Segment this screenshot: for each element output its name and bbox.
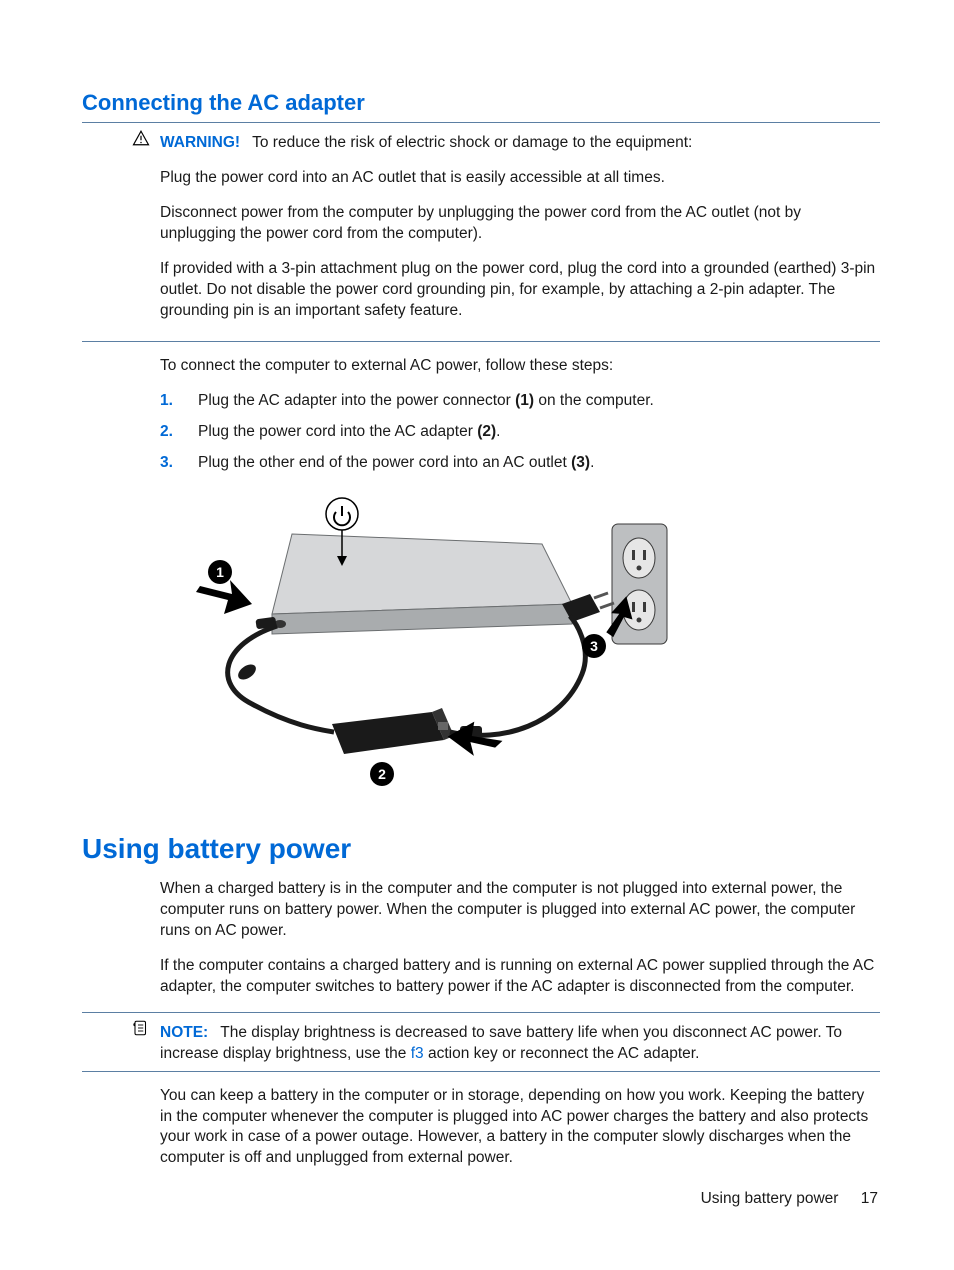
arrow (196, 580, 252, 614)
step-text-pre: Plug the power cord into the AC adapter (198, 423, 477, 440)
arrow (446, 719, 503, 758)
adapter-brick (332, 708, 454, 754)
note-text: NOTE: The display brightness is decrease… (160, 1023, 880, 1065)
note-icon (132, 1019, 150, 1037)
svg-text:1: 1 (216, 564, 224, 580)
svg-text:3: 3 (590, 638, 598, 654)
warning-para-1: Plug the power cord into an AC outlet th… (160, 168, 880, 189)
step-text-pre: Plug the AC adapter into the power conne… (198, 392, 515, 409)
page-footer: Using battery power 17 (701, 1190, 878, 1208)
f3-key-link[interactable]: f3 (411, 1045, 424, 1062)
footer-title: Using battery power (701, 1190, 839, 1207)
warning-para-2: Disconnect power from the computer by un… (160, 203, 880, 245)
manual-page: Connecting the AC adapter WARNING! To re… (0, 0, 954, 1270)
warning-callout: WARNING! To reduce the risk of electric … (82, 123, 880, 341)
step-item: 2. Plug the power cord into the AC adapt… (160, 422, 880, 443)
rule (82, 341, 880, 342)
svg-text:2: 2 (378, 766, 386, 782)
rule (82, 1071, 880, 1072)
steps-list: 1. Plug the AC adapter into the power co… (82, 391, 880, 474)
warning-icon (132, 129, 150, 147)
callout-1: 1 (208, 560, 232, 584)
step-text-post: on the computer. (534, 392, 654, 409)
note-tag: NOTE: (160, 1024, 208, 1041)
note-callout: NOTE: The display brightness is decrease… (82, 1013, 880, 1071)
section-heading-connecting: Connecting the AC adapter (82, 90, 880, 116)
warning-lead-text: To reduce the risk of electric shock or … (252, 134, 692, 151)
callout-3: 3 (582, 634, 606, 658)
battery-para-2: If the computer contains a charged batte… (160, 956, 880, 998)
laptop (272, 534, 572, 634)
step-callout-ref: (3) (571, 454, 590, 471)
step-callout-ref: (1) (515, 392, 534, 409)
ac-adapter-diagram: 1 2 3 (182, 494, 672, 794)
step-item: 3. Plug the other end of the power cord … (160, 453, 880, 474)
step-text-post: . (496, 423, 500, 440)
page-number: 17 (861, 1190, 878, 1207)
battery-para-1: When a charged battery is in the compute… (160, 879, 880, 942)
warning-tag: WARNING! (160, 134, 240, 151)
wall-outlet (612, 524, 667, 644)
warning-para-3: If provided with a 3-pin attachment plug… (160, 259, 880, 322)
step-text-post: . (590, 454, 594, 471)
callout-2: 2 (370, 762, 394, 786)
step-callout-ref: (2) (477, 423, 496, 440)
steps-intro: To connect the computer to external AC p… (160, 356, 880, 377)
battery-para-3: You can keep a battery in the computer o… (160, 1086, 880, 1170)
step-number: 2. (160, 422, 173, 443)
step-text-pre: Plug the other end of the power cord int… (198, 454, 571, 471)
note-text-after: action key or reconnect the AC adapter. (424, 1045, 700, 1062)
step-number: 1. (160, 391, 173, 412)
step-number: 3. (160, 453, 173, 474)
section-heading-battery: Using battery power (82, 833, 880, 865)
step-item: 1. Plug the AC adapter into the power co… (160, 391, 880, 412)
warning-lead: WARNING! To reduce the risk of electric … (160, 133, 880, 154)
cord-brick-to-plug (450, 616, 585, 735)
